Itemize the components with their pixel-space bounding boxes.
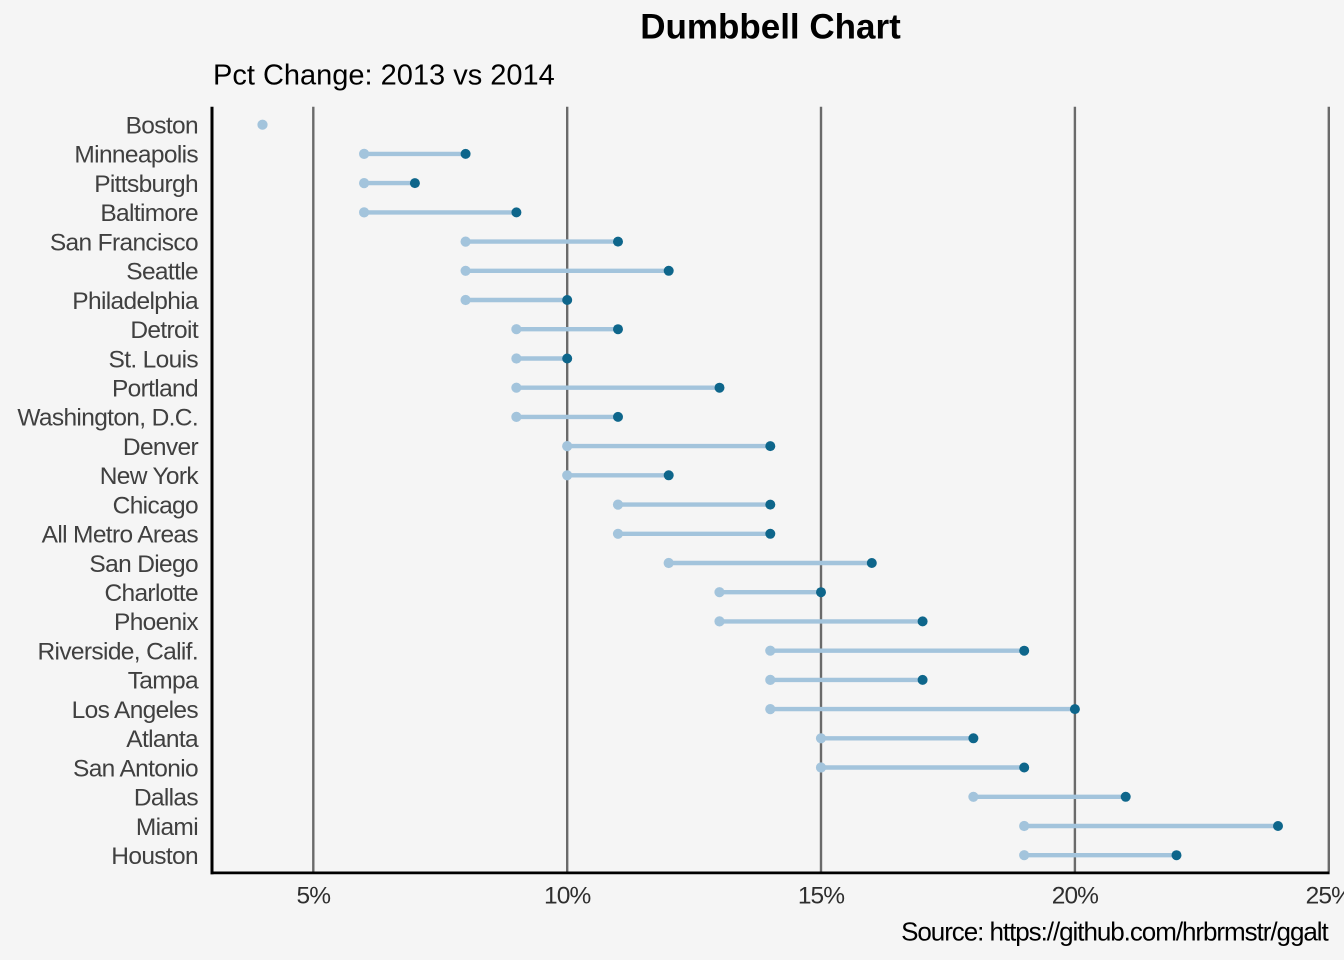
svg-text:San Francisco: San Francisco xyxy=(50,229,198,256)
svg-text:Portland: Portland xyxy=(112,376,198,403)
svg-text:Dumbbell Chart: Dumbbell Chart xyxy=(640,8,901,47)
svg-text:Washington, D.C.: Washington, D.C. xyxy=(17,405,198,432)
svg-text:Minneapolis: Minneapolis xyxy=(74,142,198,169)
svg-text:10%: 10% xyxy=(544,883,590,910)
svg-text:Riverside, Calif.: Riverside, Calif. xyxy=(38,639,199,666)
svg-text:All Metro Areas: All Metro Areas xyxy=(42,522,199,549)
svg-text:Charlotte: Charlotte xyxy=(104,580,198,607)
svg-text:Houston: Houston xyxy=(111,843,198,870)
svg-text:Chicago: Chicago xyxy=(113,492,198,519)
svg-text:20%: 20% xyxy=(1052,883,1098,910)
svg-text:Pct Change: 2013 vs 2014: Pct Change: 2013 vs 2014 xyxy=(213,60,555,92)
svg-text:St. Louis: St. Louis xyxy=(109,346,199,373)
svg-text:5%: 5% xyxy=(296,883,330,910)
svg-text:Denver: Denver xyxy=(123,434,199,461)
svg-text:Philadelphia: Philadelphia xyxy=(72,288,199,315)
svg-text:Seattle: Seattle xyxy=(126,259,198,286)
svg-text:Tampa: Tampa xyxy=(128,668,199,695)
svg-text:Source: https://github.com/hrb: Source: https://github.com/hrbrmstr/ggal… xyxy=(901,916,1329,946)
svg-text:Boston: Boston xyxy=(126,113,198,140)
svg-text:Atlanta: Atlanta xyxy=(126,726,199,753)
svg-text:San Antonio: San Antonio xyxy=(73,755,198,782)
svg-text:Los Angeles: Los Angeles xyxy=(72,697,199,724)
svg-text:Pittsburgh: Pittsburgh xyxy=(94,171,198,198)
svg-text:Phoenix: Phoenix xyxy=(114,609,198,636)
svg-text:Dallas: Dallas xyxy=(134,785,199,812)
svg-text:Detroit: Detroit xyxy=(130,317,198,344)
svg-text:15%: 15% xyxy=(798,883,844,910)
svg-text:25%: 25% xyxy=(1306,883,1344,910)
svg-text:New York: New York xyxy=(100,463,200,490)
svg-text:San Diego: San Diego xyxy=(89,551,198,578)
svg-text:Miami: Miami xyxy=(136,814,198,841)
svg-text:Baltimore: Baltimore xyxy=(100,200,198,227)
